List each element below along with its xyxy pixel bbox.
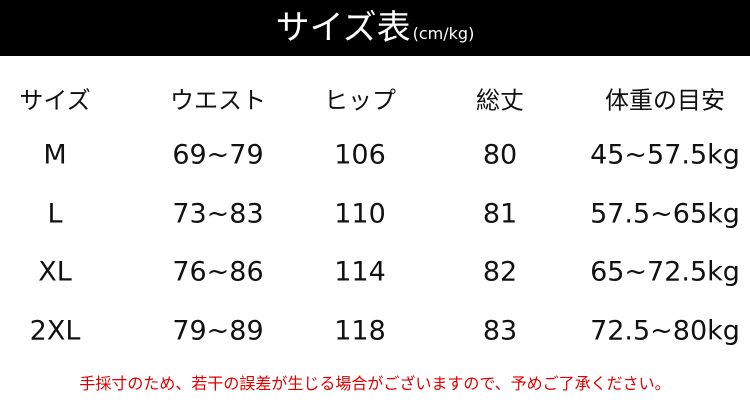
table-cell: 45~57.5kg (590, 139, 740, 171)
table-cell: 76~86 (172, 256, 264, 288)
table-cell: 106 (334, 139, 386, 171)
column-header: サイズ (19, 86, 91, 115)
note: 手採寸のため、若干の誤差が生じる場合がございますので、予めご了承ください。 (79, 374, 671, 393)
table-cell: L (47, 198, 63, 229)
table-cell: 83 (482, 315, 518, 346)
table-cell: M (43, 139, 67, 171)
table-cell: 69~79 (172, 139, 264, 171)
unit: (cm/kg) (412, 24, 475, 43)
table-cell: 79~89 (172, 315, 264, 346)
table-cell: 72.5~80kg (590, 315, 740, 346)
title: サイズ表 (275, 8, 411, 48)
table-cell: 65~72.5kg (590, 256, 740, 288)
table-cell: 114 (334, 256, 386, 288)
table-cell: 57.5~65kg (590, 198, 740, 229)
table-cell: 82 (482, 256, 518, 288)
table-cell: 118 (334, 315, 386, 346)
size-table: サイズ ウエスト ヒップ 総丈 体重の目安 M 69~79 106 80 45~57.5kg L 73… (0, 70, 750, 360)
table-cell: 80 (482, 139, 518, 171)
column-header: 体重の目安 (605, 86, 725, 115)
table-cell: 73~83 (172, 198, 264, 229)
column-header: ウエスト (170, 86, 266, 115)
table-cell: 81 (482, 198, 518, 229)
table-cell: 2XL (29, 315, 81, 346)
column-header: ヒップ (324, 86, 396, 115)
table-cell: 110 (334, 198, 386, 229)
column-header: 総丈 (476, 86, 524, 115)
table-cell: XL (38, 256, 72, 288)
header-bar: サイズ表 (cm/kg) (0, 0, 750, 56)
